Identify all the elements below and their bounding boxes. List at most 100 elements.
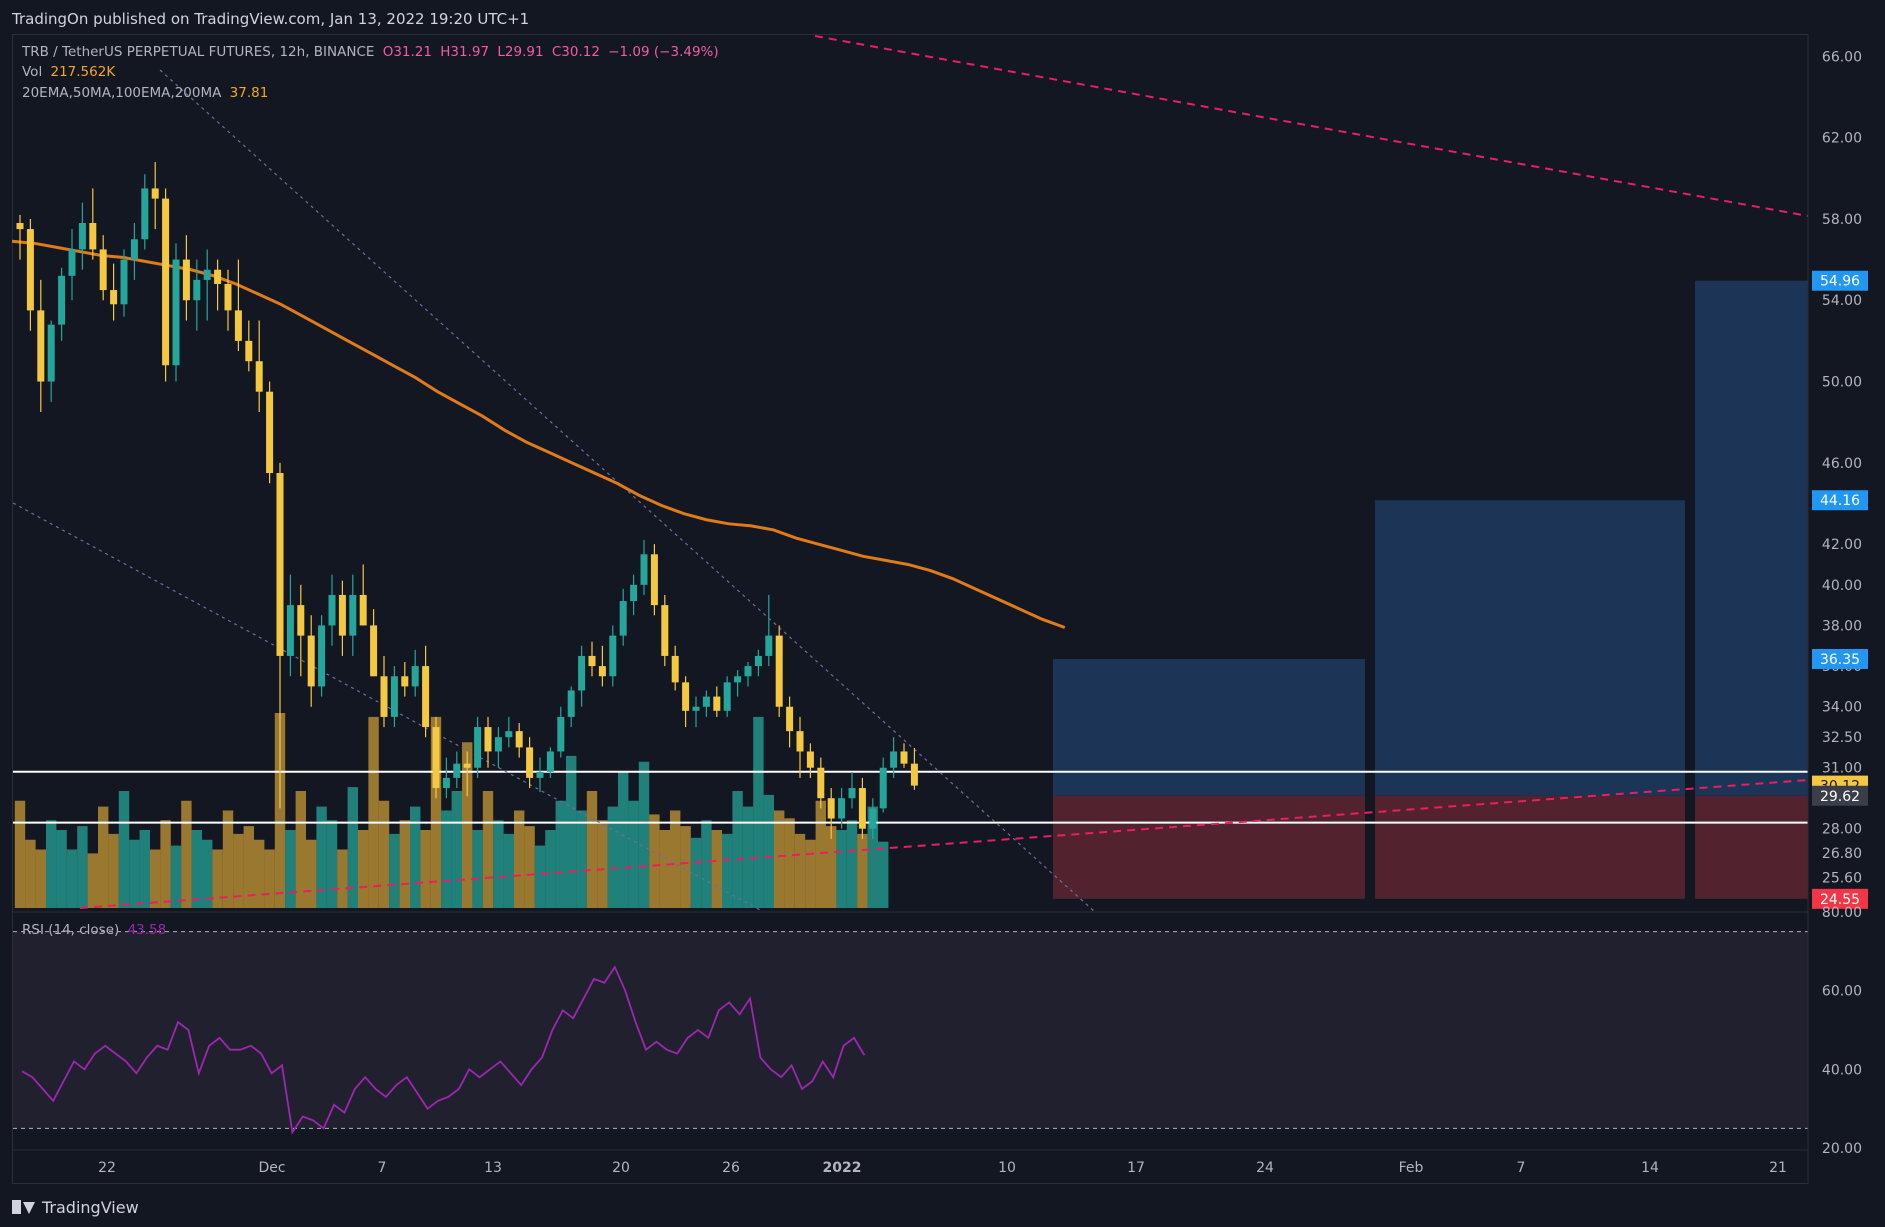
- candle[interactable]: [58, 275, 66, 325]
- candle[interactable]: [286, 605, 294, 656]
- candle[interactable]: [754, 655, 762, 667]
- candle[interactable]: [890, 751, 898, 768]
- candle[interactable]: [661, 605, 669, 656]
- candle[interactable]: [297, 605, 305, 636]
- candle[interactable]: [214, 269, 222, 284]
- candle[interactable]: [453, 763, 461, 778]
- candle[interactable]: [370, 625, 378, 677]
- price-axis[interactable]: [1808, 34, 1874, 1184]
- candle[interactable]: [640, 554, 648, 585]
- candle[interactable]: [734, 676, 742, 683]
- support-dashed-line[interactable]: [79, 779, 1809, 909]
- candle[interactable]: [713, 696, 721, 711]
- candle[interactable]: [806, 751, 814, 768]
- candle[interactable]: [276, 473, 284, 656]
- candle[interactable]: [546, 751, 554, 772]
- candle[interactable]: [494, 737, 502, 752]
- candle[interactable]: [515, 731, 523, 748]
- candle[interactable]: [47, 324, 55, 382]
- candle[interactable]: [630, 584, 638, 602]
- candle[interactable]: [349, 594, 357, 636]
- candle[interactable]: [359, 594, 367, 626]
- candle[interactable]: [682, 682, 690, 711]
- candle[interactable]: [78, 222, 86, 250]
- candle[interactable]: [567, 690, 575, 717]
- candle[interactable]: [900, 751, 908, 764]
- candle[interactable]: [578, 655, 586, 691]
- ma200-path[interactable]: [11, 239, 1066, 629]
- candle[interactable]: [234, 310, 242, 341]
- candle[interactable]: [411, 666, 419, 687]
- candle[interactable]: [442, 777, 450, 789]
- candle[interactable]: [422, 666, 430, 728]
- candle[interactable]: [193, 279, 201, 301]
- candle[interactable]: [588, 655, 596, 667]
- candle[interactable]: [110, 290, 118, 305]
- candle[interactable]: [432, 727, 440, 789]
- candle[interactable]: [910, 763, 918, 786]
- candle[interactable]: [120, 259, 128, 305]
- candle[interactable]: [162, 198, 170, 366]
- candle[interactable]: [338, 594, 346, 636]
- candle[interactable]: [307, 635, 315, 687]
- candle[interactable]: [130, 239, 138, 260]
- candle[interactable]: [827, 798, 835, 819]
- candle[interactable]: [744, 666, 752, 677]
- candle[interactable]: [172, 259, 180, 366]
- candle[interactable]: [526, 747, 534, 778]
- candle[interactable]: [869, 808, 877, 829]
- candle[interactable]: [786, 706, 794, 732]
- candle[interactable]: [37, 310, 45, 382]
- candle[interactable]: [390, 676, 398, 717]
- candle[interactable]: [598, 666, 606, 677]
- candle[interactable]: [858, 788, 866, 829]
- candle[interactable]: [838, 798, 846, 819]
- stop-zone[interactable]: [1695, 795, 1808, 899]
- candle[interactable]: [99, 249, 107, 291]
- candle[interactable]: [505, 731, 513, 738]
- resistance-dashed-line[interactable]: [814, 35, 1809, 217]
- candle[interactable]: [16, 222, 24, 230]
- candle[interactable]: [203, 269, 211, 280]
- candle[interactable]: [463, 763, 471, 768]
- candle[interactable]: [817, 767, 825, 799]
- candle[interactable]: [609, 635, 617, 677]
- candle[interactable]: [401, 676, 409, 687]
- lower-trendline[interactable]: [12, 502, 761, 911]
- candle[interactable]: [536, 771, 544, 778]
- candle[interactable]: [151, 188, 159, 199]
- candle[interactable]: [557, 716, 565, 752]
- candle[interactable]: [619, 601, 627, 636]
- target-zone[interactable]: [1695, 280, 1808, 796]
- candle[interactable]: [89, 222, 97, 250]
- candle[interactable]: [484, 727, 492, 752]
- candle[interactable]: [702, 696, 710, 707]
- candle[interactable]: [68, 249, 76, 276]
- candle[interactable]: [245, 340, 253, 362]
- stop-zone[interactable]: [1053, 795, 1365, 899]
- target-zone[interactable]: [1375, 500, 1685, 796]
- candle[interactable]: [796, 731, 804, 752]
- candle[interactable]: [692, 706, 700, 711]
- rsi-line[interactable]: [21, 965, 866, 1135]
- candle[interactable]: [474, 727, 482, 768]
- candle[interactable]: [328, 594, 336, 626]
- candle[interactable]: [879, 767, 887, 809]
- candle[interactable]: [848, 788, 856, 799]
- candle[interactable]: [723, 682, 731, 711]
- candle[interactable]: [224, 283, 232, 311]
- candle[interactable]: [266, 391, 274, 473]
- candle[interactable]: [671, 655, 679, 683]
- candle[interactable]: [26, 229, 34, 311]
- stop-zone[interactable]: [1375, 795, 1685, 899]
- candle[interactable]: [182, 259, 190, 301]
- candle[interactable]: [318, 625, 326, 687]
- candle[interactable]: [141, 188, 149, 240]
- candle[interactable]: [380, 676, 388, 717]
- target-zone[interactable]: [1053, 658, 1365, 796]
- candle[interactable]: [775, 635, 783, 707]
- candle[interactable]: [765, 635, 773, 656]
- candle[interactable]: [255, 361, 263, 392]
- candle[interactable]: [650, 554, 658, 606]
